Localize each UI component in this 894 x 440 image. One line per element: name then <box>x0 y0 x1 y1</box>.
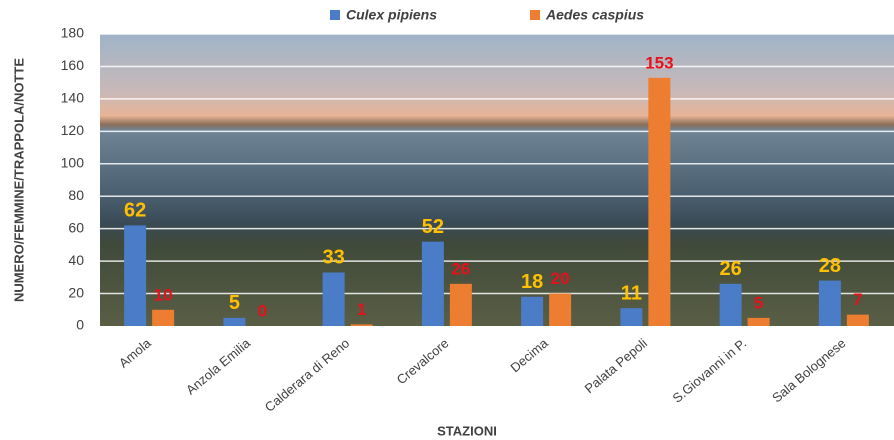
bar <box>421 241 444 326</box>
bar <box>719 283 742 326</box>
value-label: 0 <box>258 301 267 320</box>
x-tick-label: Sala Bolognese <box>769 335 848 405</box>
bar <box>322 272 345 326</box>
value-label: 26 <box>451 259 470 278</box>
x-axis-title: STAZIONI <box>437 423 497 438</box>
bar <box>549 293 572 326</box>
x-tick-label: Calderara di Reno <box>262 335 352 414</box>
value-label: 10 <box>154 285 173 304</box>
y-tick-label: 160 <box>61 57 85 73</box>
y-tick-label: 0 <box>76 317 84 333</box>
bar <box>152 309 175 326</box>
bar <box>648 77 671 326</box>
bar <box>818 280 841 326</box>
bar <box>223 317 246 326</box>
value-label: 18 <box>521 271 543 293</box>
legend-label: Aedes caspius <box>545 7 644 23</box>
plot-background <box>100 34 894 326</box>
value-label: 153 <box>645 53 673 72</box>
x-tick-label: Amola <box>116 335 154 371</box>
value-label: 26 <box>720 258 742 280</box>
legend-swatch <box>530 10 540 20</box>
bar <box>350 324 373 326</box>
value-label: 20 <box>551 269 570 288</box>
y-tick-label: 80 <box>68 187 84 203</box>
value-label: 28 <box>819 255 841 277</box>
y-tick-label: 100 <box>61 154 85 170</box>
x-tick-label: Decima <box>507 335 551 375</box>
bar <box>124 225 147 326</box>
value-label: 7 <box>853 290 862 309</box>
y-axis-title: NUMERO/FEMMINE/TRAPPOLA/NOTTE <box>11 58 26 302</box>
y-tick-label: 60 <box>68 219 84 235</box>
value-label: 62 <box>124 200 146 222</box>
y-tick-label: 140 <box>61 90 85 106</box>
value-label: 5 <box>754 293 763 312</box>
value-label: 11 <box>621 282 642 304</box>
x-tick-label: Crevalcore <box>394 335 452 387</box>
bar <box>747 317 770 326</box>
bar <box>846 314 869 326</box>
x-tick-label: Palata Pepoli <box>582 335 650 396</box>
legend-label: Culex pipiens <box>346 7 437 23</box>
y-tick-label: 120 <box>61 122 85 138</box>
legend-swatch <box>330 10 340 20</box>
y-tick-label: 20 <box>68 284 84 300</box>
x-tick-label: Anzola Emilia <box>183 335 254 398</box>
bar <box>449 283 472 326</box>
value-label: 52 <box>422 216 444 238</box>
value-label: 1 <box>357 300 366 319</box>
bar <box>620 308 643 326</box>
x-tick-label: S.Giovanni in P. <box>669 335 749 405</box>
y-tick-label: 40 <box>68 252 84 268</box>
y-tick-label: 180 <box>61 25 85 41</box>
bar <box>521 296 544 326</box>
value-label: 33 <box>323 247 345 269</box>
value-label: 5 <box>229 292 240 314</box>
